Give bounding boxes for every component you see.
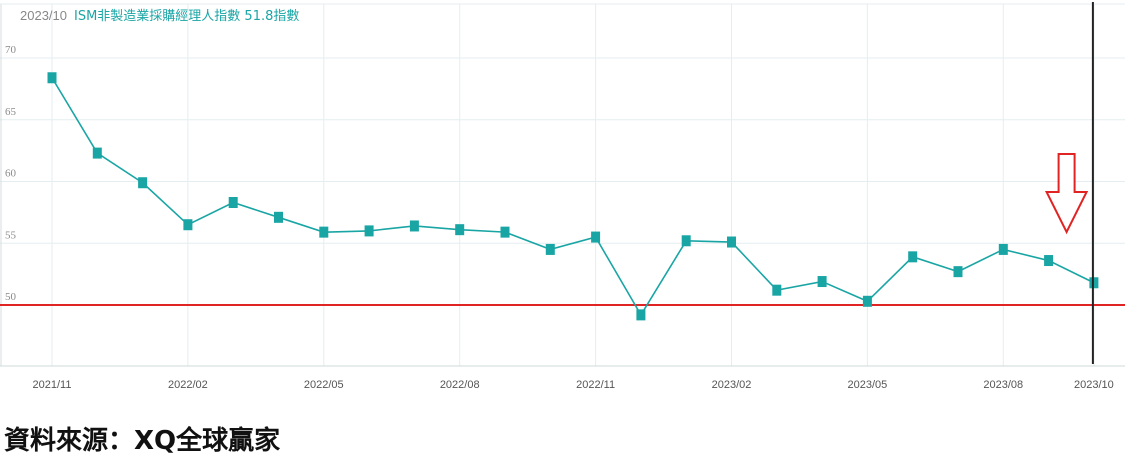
data-point <box>953 266 963 278</box>
data-point <box>455 224 465 236</box>
data-point <box>1044 255 1054 267</box>
x-tick-label: 2022/05 <box>304 379 344 391</box>
header-series-label: ISM非製造業採購經理人指數 51.8指數 <box>74 8 299 24</box>
data-point <box>772 284 782 296</box>
data-point <box>545 243 555 255</box>
x-tick-label: 2023/08 <box>983 379 1023 391</box>
data-point <box>636 309 646 321</box>
x-tick-label: 2022/08 <box>440 379 480 391</box>
chart-header: 2023/10 ISM非製造業採購經理人指數 51.8指數 <box>20 8 299 24</box>
data-point <box>908 251 918 263</box>
y-tick-label: 50 <box>5 291 17 303</box>
annotation-group <box>1044 153 1089 235</box>
y-tick-labels: 50 55 60 65 70 <box>5 44 17 303</box>
x-tick-label: 2023/10 <box>1074 379 1114 391</box>
data-point <box>409 220 419 232</box>
data-point <box>681 235 691 247</box>
x-tick-label: 2022/11 <box>576 379 615 391</box>
data-point <box>364 225 374 237</box>
y-tick-label: 55 <box>5 229 17 241</box>
x-tick-label: 2023/05 <box>848 379 888 391</box>
y-tick-label: 70 <box>5 44 17 56</box>
series-points-group <box>47 72 1099 321</box>
data-point <box>274 211 283 223</box>
data-point <box>228 196 238 208</box>
data-point <box>817 276 827 288</box>
data-point <box>138 177 148 189</box>
data-point <box>591 231 601 243</box>
data-point <box>998 243 1008 255</box>
data-point <box>500 226 510 238</box>
data-point <box>92 147 102 159</box>
x-tick-labels: 2021/11 2022/02 2022/05 2022/08 2022/11 2023/… <box>33 379 1114 391</box>
data-point <box>47 72 57 84</box>
chart-background <box>0 0 1138 400</box>
x-tick-label: 2021/11 <box>33 379 72 391</box>
data-point <box>727 236 736 248</box>
source-caption: 資料來源：XQ全球贏家 <box>4 426 281 456</box>
chart-panel: 50 55 60 65 70 2021/11 2022/02 2022/05 2022/08 2… <box>0 0 1138 400</box>
y-tick-label: 65 <box>5 106 17 118</box>
x-tick-label: 2022/02 <box>168 379 208 391</box>
data-point <box>319 226 329 238</box>
series-line <box>51 77 1095 317</box>
data-point <box>862 295 872 307</box>
x-tick-label: 2023/02 <box>712 379 752 391</box>
series-line-group <box>51 77 1095 317</box>
data-point <box>183 219 193 231</box>
header-date: 2023/10 <box>20 8 67 23</box>
down-arrow-icon <box>1044 153 1089 235</box>
y-tick-label: 60 <box>5 168 17 180</box>
